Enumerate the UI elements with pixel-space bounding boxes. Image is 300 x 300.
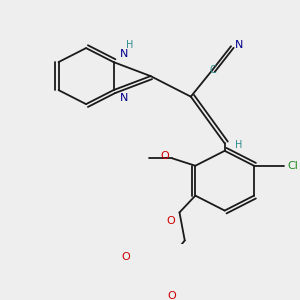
Text: N: N xyxy=(120,93,128,103)
Text: N: N xyxy=(120,49,128,59)
Text: O: O xyxy=(168,291,177,300)
Text: O: O xyxy=(160,152,169,161)
Text: O: O xyxy=(167,216,175,226)
Text: Cl: Cl xyxy=(288,161,299,171)
Text: C: C xyxy=(210,64,216,75)
Text: H: H xyxy=(235,140,243,150)
Text: H: H xyxy=(126,40,134,50)
Text: O: O xyxy=(121,252,130,262)
Text: N: N xyxy=(235,40,244,50)
